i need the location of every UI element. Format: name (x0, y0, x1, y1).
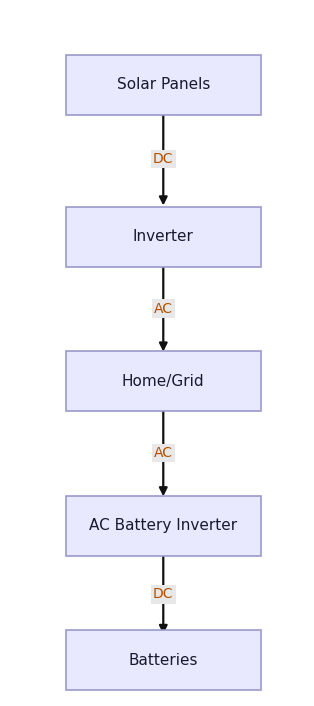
Text: Home/Grid: Home/Grid (122, 373, 205, 389)
Text: AC: AC (154, 446, 173, 460)
Text: Inverter: Inverter (133, 229, 194, 244)
Text: DC: DC (153, 587, 174, 602)
Text: AC: AC (154, 301, 173, 316)
Text: DC: DC (153, 152, 174, 166)
FancyBboxPatch shape (66, 496, 261, 556)
FancyBboxPatch shape (66, 55, 261, 114)
FancyBboxPatch shape (66, 630, 261, 690)
Text: Batteries: Batteries (128, 652, 198, 668)
FancyBboxPatch shape (66, 351, 261, 411)
Text: Solar Panels: Solar Panels (116, 77, 210, 92)
FancyBboxPatch shape (66, 206, 261, 266)
Text: AC Battery Inverter: AC Battery Inverter (89, 518, 237, 534)
